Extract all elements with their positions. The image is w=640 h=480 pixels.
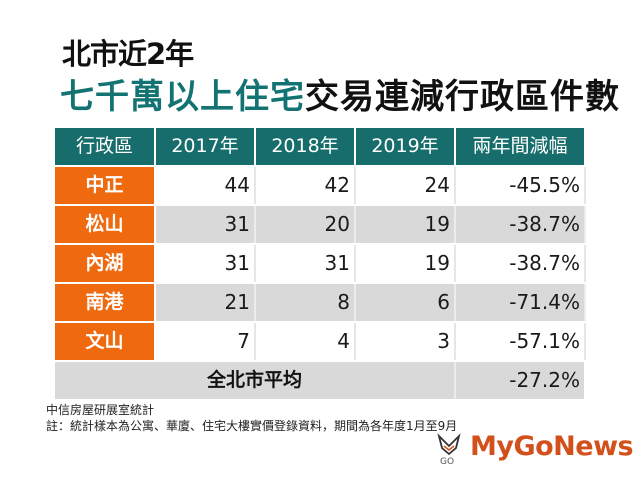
value-change: -38.7% bbox=[455, 244, 586, 284]
district-transactions-table: 行政區 2017年 2018年 2019年 兩年間減幅 中正 44 42 24 … bbox=[55, 128, 586, 401]
district-cell: 南港 bbox=[55, 283, 156, 323]
table-row: 南港 21 8 6 -71.4% bbox=[55, 283, 586, 323]
value-2019: 19 bbox=[355, 244, 456, 284]
value-2017: 44 bbox=[155, 166, 256, 206]
table-row: 松山 31 20 19 -38.7% bbox=[55, 205, 586, 245]
title-rest: 交易連減行政區件數 bbox=[305, 77, 620, 117]
brand-name: MyGoNews bbox=[470, 431, 634, 462]
average-label: 全北市平均 bbox=[55, 361, 456, 401]
value-2017: 7 bbox=[155, 322, 256, 362]
header-2019: 2019年 bbox=[355, 128, 456, 167]
district-cell: 內湖 bbox=[55, 244, 156, 284]
value-2019: 6 bbox=[355, 283, 456, 323]
table-row: 內湖 31 31 19 -38.7% bbox=[55, 244, 586, 284]
header-2018: 2018年 bbox=[255, 128, 356, 167]
value-change: -57.1% bbox=[455, 322, 586, 362]
mygonews-logo: GO MyGoNews bbox=[436, 431, 634, 466]
table-header-row: 行政區 2017年 2018年 2019年 兩年間減幅 bbox=[55, 128, 586, 167]
table-row: 文山 7 4 3 -57.1% bbox=[55, 322, 586, 362]
value-change: -38.7% bbox=[455, 205, 586, 245]
title-line-2: 七千萬以上住宅交易連減行政區件數 bbox=[60, 76, 620, 118]
mygonews-logo-icon: GO bbox=[437, 433, 461, 466]
district-cell: 文山 bbox=[55, 322, 156, 362]
svg-text:GO: GO bbox=[440, 457, 454, 466]
district-cell: 中正 bbox=[55, 166, 156, 206]
header-change: 兩年間減幅 bbox=[455, 128, 586, 167]
title-line-1: 北市近2年 bbox=[62, 37, 194, 71]
value-2019: 19 bbox=[355, 205, 456, 245]
average-change: -27.2% bbox=[455, 361, 586, 401]
source-text: 中信房屋研展室統計 bbox=[46, 403, 155, 417]
value-2018: 8 bbox=[255, 283, 356, 323]
value-2017: 31 bbox=[155, 205, 256, 245]
note-text: 註：統計樣本為公寓、華廈、住宅大樓實價登錄資料，期間為各年度1月至9月 bbox=[46, 419, 458, 433]
district-cell: 松山 bbox=[55, 205, 156, 245]
header-district: 行政區 bbox=[55, 128, 156, 167]
value-2018: 31 bbox=[255, 244, 356, 284]
value-change: -71.4% bbox=[455, 283, 586, 323]
table-average-row: 全北市平均 -27.2% bbox=[55, 361, 586, 401]
value-2017: 31 bbox=[155, 244, 256, 284]
value-2019: 24 bbox=[355, 166, 456, 206]
value-2018: 42 bbox=[255, 166, 356, 206]
value-change: -45.5% bbox=[455, 166, 586, 206]
value-2018: 4 bbox=[255, 322, 356, 362]
table-row: 中正 44 42 24 -45.5% bbox=[55, 166, 586, 206]
value-2019: 3 bbox=[355, 322, 456, 362]
title-accent: 七千萬以上住宅 bbox=[60, 77, 305, 117]
value-2017: 21 bbox=[155, 283, 256, 323]
header-2017: 2017年 bbox=[155, 128, 256, 167]
value-2018: 20 bbox=[255, 205, 356, 245]
